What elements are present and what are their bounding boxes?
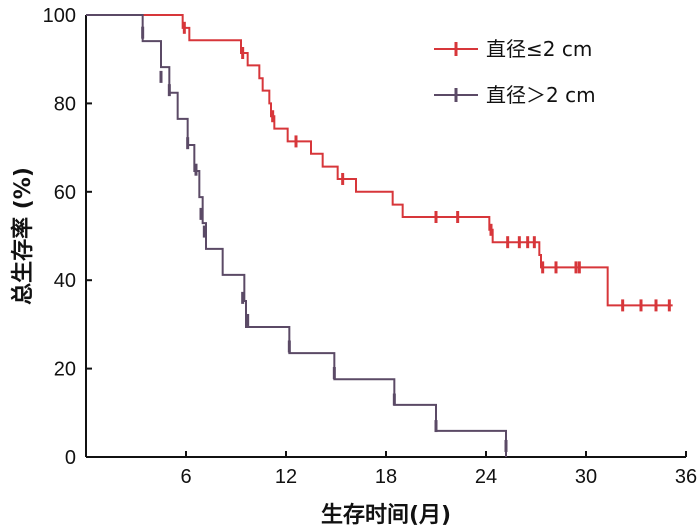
legend-label-small: 直径≤2 cm <box>486 37 592 61</box>
x-axis-title: 生存时间(月) <box>321 502 451 528</box>
series-layer <box>86 14 673 457</box>
series-line-0 <box>86 14 673 307</box>
y-tick-label: 100 <box>43 5 76 27</box>
legend-label-large: 直径＞2 cm <box>486 83 596 107</box>
x-tick-label: 30 <box>575 466 597 488</box>
y-tick-label: 0 <box>65 447 76 469</box>
legend: 直径≤2 cm 直径＞2 cm <box>434 37 596 107</box>
x-tick-label: 12 <box>275 466 297 488</box>
legend-item-small: 直径≤2 cm <box>434 37 592 61</box>
ticks: 6 12 18 24 30 36 0 20 40 60 80 100 <box>43 5 698 488</box>
axes <box>85 15 686 458</box>
series-line-1 <box>86 14 507 457</box>
x-tick-label: 36 <box>675 466 697 488</box>
x-tick-label: 6 <box>180 466 191 488</box>
y-tick-label: 20 <box>54 359 76 381</box>
x-tick-label: 24 <box>475 466 497 488</box>
y-tick-label: 60 <box>54 182 76 204</box>
y-axis-title: 总生存率 (%) <box>10 167 36 305</box>
y-tick-label: 80 <box>54 93 76 115</box>
x-tick-label: 18 <box>375 466 397 488</box>
legend-item-large: 直径＞2 cm <box>434 83 596 107</box>
y-tick-label: 40 <box>54 270 76 292</box>
